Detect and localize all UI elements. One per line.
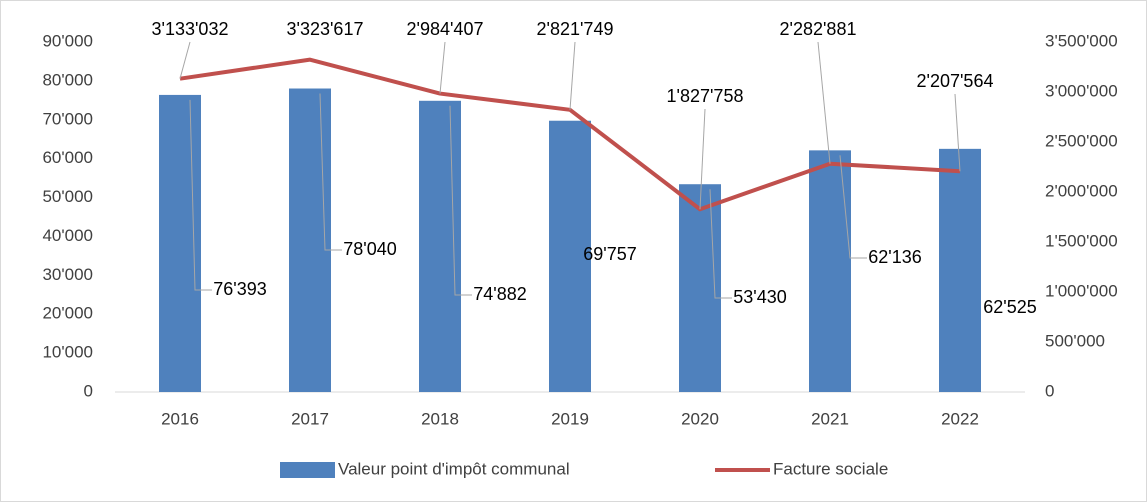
y2-tick-label: 2'000'000	[1045, 181, 1118, 200]
data-label: 2'821'749	[537, 19, 614, 39]
legend-label: Facture sociale	[773, 459, 888, 478]
y-tick-label: 40'000	[42, 226, 93, 245]
data-label: 2'984'407	[407, 19, 484, 39]
data-label: 2'207'564	[917, 71, 994, 91]
y-tick-label: 80'000	[42, 70, 93, 89]
leader-line	[189, 99, 212, 291]
leader-line	[449, 105, 472, 296]
y-tick-label: 60'000	[42, 148, 93, 167]
y-tick-label: 50'000	[42, 187, 93, 206]
y2-tick-label: 1'000'000	[1045, 281, 1118, 300]
x-tick-label: 2019	[551, 409, 589, 428]
y-tick-label: 90'000	[42, 31, 93, 50]
leader-line	[817, 41, 831, 164]
bar	[289, 88, 331, 392]
bar	[549, 120, 591, 392]
bar	[419, 100, 461, 392]
y-tick-label: 30'000	[42, 265, 93, 284]
bar	[679, 184, 721, 392]
data-label: 62'136	[868, 247, 922, 267]
data-label: 76'393	[213, 279, 267, 299]
leader-line	[709, 189, 732, 299]
leader-line	[439, 41, 446, 94]
data-label: 3'323'617	[287, 19, 364, 39]
data-label: 74'882	[473, 284, 527, 304]
y-tick-label: 20'000	[42, 304, 93, 323]
data-label: 53'430	[733, 287, 787, 307]
bar	[939, 148, 981, 392]
legend-label: Valeur point d'impôt communal	[338, 459, 570, 478]
legend-swatch	[280, 462, 335, 478]
y2-tick-label: 500'000	[1045, 331, 1105, 350]
leader-line	[699, 108, 706, 210]
x-tick-label: 2016	[161, 409, 199, 428]
bar	[159, 94, 201, 393]
data-label: 62'525	[983, 297, 1037, 317]
x-tick-label: 2021	[811, 409, 849, 428]
y-tick-label: 10'000	[42, 343, 93, 362]
leader-line	[179, 41, 191, 79]
bar	[809, 150, 851, 392]
leader-line	[839, 155, 867, 259]
leader-line	[954, 93, 961, 172]
y2-tick-label: 1'500'000	[1045, 231, 1118, 250]
x-tick-label: 2018	[421, 409, 459, 428]
y2-tick-label: 3'000'000	[1045, 81, 1118, 100]
x-tick-label: 2017	[291, 409, 329, 428]
data-label: 3'133'032	[152, 19, 229, 39]
data-label: 2'282'881	[780, 19, 857, 39]
data-label: 69'757	[583, 244, 637, 264]
data-label: 78'040	[343, 239, 397, 259]
y-tick-label: 70'000	[42, 109, 93, 128]
y2-tick-label: 3'500'000	[1045, 31, 1118, 50]
y-tick-label: 0	[84, 381, 93, 400]
data-label: 1'827'758	[667, 86, 744, 106]
y2-tick-label: 2'500'000	[1045, 131, 1118, 150]
x-tick-label: 2020	[681, 409, 719, 428]
leader-line	[319, 93, 342, 251]
leader-line	[569, 41, 576, 110]
y2-tick-label: 0	[1045, 381, 1054, 400]
x-tick-label: 2022	[941, 409, 979, 428]
